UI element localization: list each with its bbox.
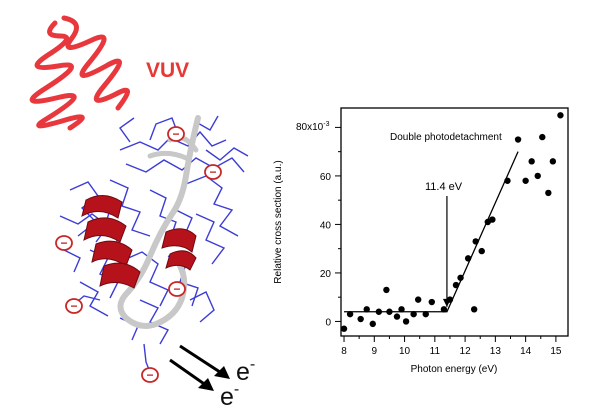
data-point (422, 310, 429, 318)
vuv-label: VUV (146, 59, 189, 82)
electron-emission (169, 344, 230, 391)
data-point (402, 318, 410, 325)
x-tick-label: 15 (550, 346, 562, 357)
charge-badge: − (65, 298, 83, 314)
vuv-light-wave (29, 15, 130, 131)
charge-badge-circle (55, 235, 73, 251)
data-point (489, 216, 496, 223)
data-point (340, 325, 348, 332)
chart: 8 9 10 11 12 13 14 15 0 20 40 60 80x10-3 Photon en… (273, 107, 569, 375)
y-tick-labels: 0 20 40 60 (320, 172, 332, 329)
electron-arrowhead-2 (198, 378, 214, 391)
data-point (440, 306, 448, 313)
x-tick-label: 8 (341, 346, 347, 357)
data-point (428, 298, 435, 306)
data-point (452, 281, 460, 289)
threshold-arrow (442, 196, 451, 307)
data-point (545, 189, 552, 197)
threshold-arrow-head (442, 298, 451, 307)
vuv-wave-path (29, 15, 130, 131)
y-tick-label: 20 (320, 269, 332, 280)
data-point (398, 306, 405, 313)
x-tick-labels: 8 9 10 11 12 13 14 15 (341, 346, 562, 357)
charge-badge: − (168, 281, 186, 297)
threshold-label: 11.4 eV (425, 181, 463, 193)
charge-badge: − (55, 235, 73, 251)
data-point (369, 320, 376, 328)
x-axis-label: Photon energy (eV) (411, 364, 498, 375)
y-axis-label: Relative cross section (a.u.) (273, 160, 284, 283)
y-tick-label: 0 (325, 317, 331, 328)
charge-badge-symbol: − (70, 299, 77, 313)
data-point (464, 255, 472, 262)
annotation-double-photodetachment: Double photodetachment (390, 132, 502, 143)
electron-label-2: e- (220, 381, 239, 411)
fit-line (344, 151, 519, 313)
data-point (549, 158, 557, 165)
data-point (557, 112, 564, 119)
electron-label-1: e- (236, 356, 255, 386)
data-point (410, 310, 417, 318)
data-point (386, 308, 393, 315)
y-axis-multiplier: 80x10-3 (296, 121, 330, 133)
x-tick-label: 10 (399, 346, 411, 357)
charge-badge-circle (168, 281, 186, 297)
data-point (539, 133, 546, 141)
data-point (357, 315, 364, 323)
electron-arrow-1 (179, 344, 227, 378)
data-point (514, 136, 522, 143)
alpha-helix (81, 195, 197, 289)
electron-arrowhead-1 (214, 366, 230, 379)
y-ticks (335, 126, 341, 322)
charge-badge: − (204, 164, 222, 180)
charge-badge-symbol: − (209, 165, 216, 179)
charge-badge-circle (204, 164, 222, 180)
plot-frame (340, 107, 569, 337)
x-tick-label: 13 (490, 346, 502, 357)
backbone-coil (117, 115, 201, 329)
charge-badge: − (141, 367, 159, 383)
data-point (470, 306, 478, 313)
data-point (534, 172, 541, 180)
data-point (472, 238, 479, 245)
x-tick-label: 11 (430, 346, 441, 357)
data-point (375, 308, 383, 315)
charge-badge: − (167, 126, 185, 142)
x-tick-label: 9 (372, 346, 378, 357)
data-point (414, 296, 422, 303)
charge-badge-circle (141, 367, 159, 383)
protein-structure: − − − − − − (55, 115, 249, 383)
data-points (340, 112, 564, 332)
charge-badge-symbol: − (60, 236, 67, 250)
fit-line-path (344, 151, 519, 313)
y-tick-label: 40 (320, 220, 332, 231)
charge-badge-symbol: − (173, 282, 180, 296)
x-tick-label: 12 (460, 346, 472, 357)
charge-badges: − − − − − − (55, 126, 222, 383)
data-point (522, 177, 529, 184)
y-tick-label: 60 (320, 172, 332, 183)
data-point (457, 274, 464, 281)
x-tick-label: 14 (520, 346, 532, 357)
data-point (504, 177, 511, 184)
charge-badge-circle (65, 298, 83, 314)
charge-badge-symbol: − (146, 368, 153, 382)
x-ticks (343, 336, 557, 342)
data-point (478, 247, 485, 255)
data-point (383, 286, 390, 294)
data-point (393, 313, 401, 320)
charge-badge-circle (167, 126, 185, 142)
data-point (346, 310, 354, 318)
data-point (363, 306, 370, 313)
data-point (528, 158, 535, 165)
charge-badge-symbol: − (172, 127, 179, 141)
